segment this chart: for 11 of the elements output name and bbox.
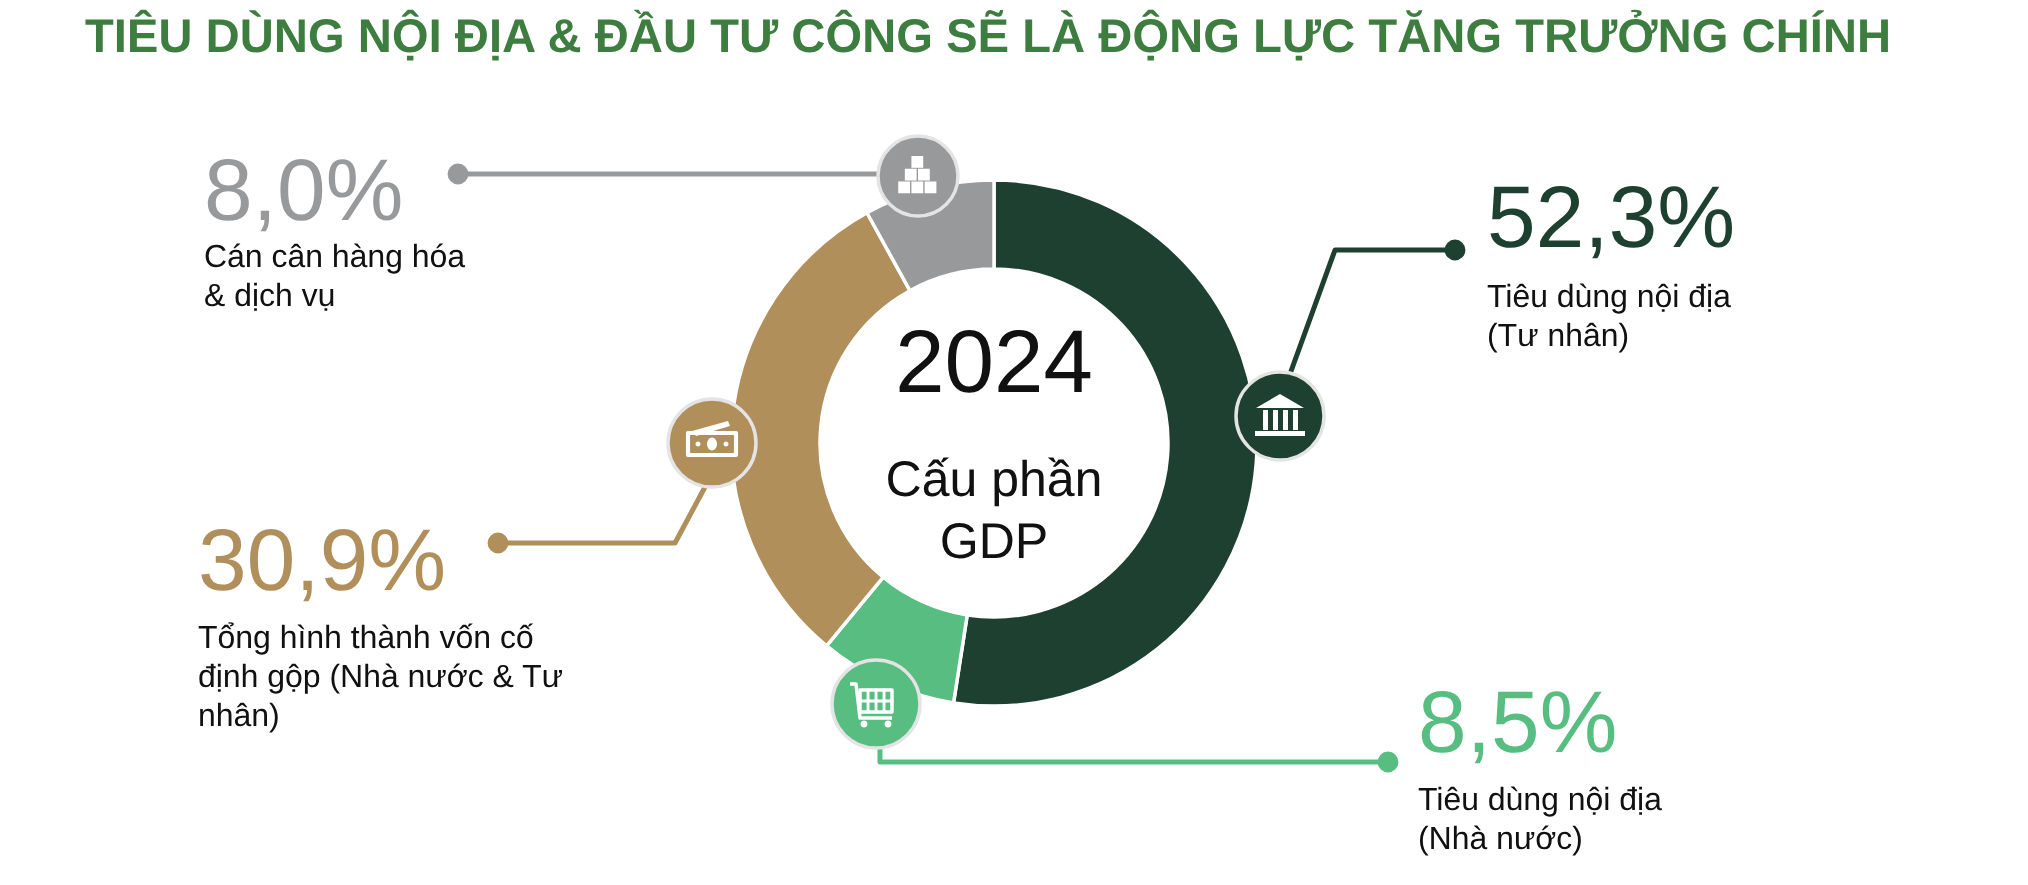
text: Cấu phần GDP xyxy=(888,457,1100,559)
data-label: 8,0% xyxy=(207,158,401,232)
chart-title: TIÊU DÙNG NỘI ĐỊA & ĐẦU TƯ CÔNG SẼ LÀ ĐỘNG LỰC TĂNG TRƯỞNG CHÍNH xyxy=(85,9,1888,61)
slice-label: Cán cân hàng hóa & dịch vụ xyxy=(205,243,466,311)
text: 2024 xyxy=(899,329,1091,393)
data-label: 52,3% xyxy=(1490,185,1732,259)
data-label: 30,9% xyxy=(201,528,443,602)
legend-label: Tiêu dùng nội địa (Nhà nước) xyxy=(1418,786,1662,856)
slice-label: Tổng hình thành vốn cố định gộp (Nhà nước & Tư nhân) xyxy=(198,622,563,733)
slice-label: Tiêu dùng nội địa (Tư nhân) xyxy=(1487,283,1731,353)
data-label: 8,5% xyxy=(1421,690,1615,764)
